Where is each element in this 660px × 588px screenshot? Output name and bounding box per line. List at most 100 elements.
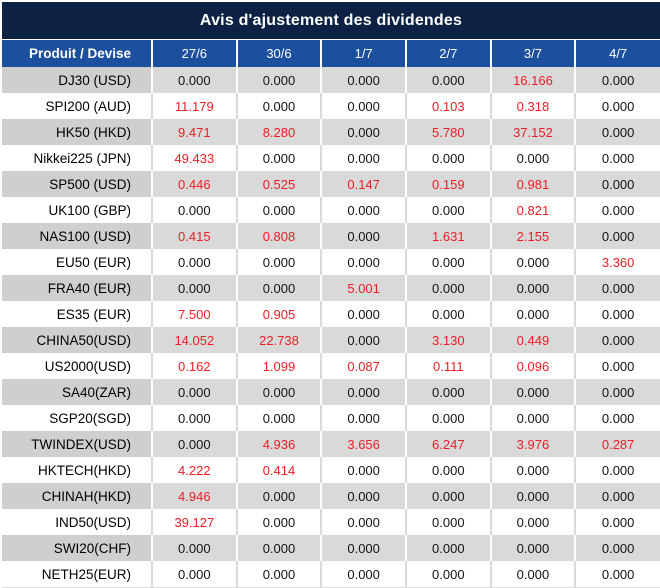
value-cell: 0.000	[321, 405, 407, 431]
value-cell: 0.000	[405, 145, 492, 171]
value-cell: 0.000	[575, 223, 660, 249]
value-cell: 0.096	[490, 353, 577, 379]
value-cell: 0.000	[490, 249, 577, 275]
value-cell: 0.103	[405, 93, 492, 119]
value-cell: 0.111	[405, 353, 492, 379]
value-cell: 0.000	[405, 457, 492, 483]
value-cell: 0.000	[321, 301, 407, 327]
value-cell: 0.000	[321, 535, 407, 561]
value-cell: 0.000	[490, 301, 577, 327]
value-cell: 0.000	[321, 483, 407, 509]
value-cell: 0.000	[405, 405, 492, 431]
value-cell: 37.152	[490, 119, 577, 145]
column-header-date: 3/7	[490, 40, 577, 67]
value-cell: 4.936	[236, 431, 323, 457]
value-cell: 0.000	[236, 509, 323, 535]
value-cell: 0.000	[575, 327, 660, 353]
value-cell: 0.000	[152, 431, 238, 457]
value-cell: 0.000	[575, 171, 660, 197]
value-cell: 0.159	[405, 171, 492, 197]
value-cell: 0.000	[321, 561, 407, 588]
value-cell: 0.000	[490, 457, 577, 483]
value-cell: 22.738	[236, 327, 323, 353]
table-row: SWI20(CHF) 0.000 0.000 0.000 0.000 0.000 0.000	[2, 535, 660, 561]
value-cell: 0.000	[405, 379, 492, 405]
table-row: UK100 (GBP) 0.000 0.000 0.000 0.000 0.821 0.00…	[2, 197, 660, 223]
product-cell: SWI20(CHF)	[2, 535, 153, 561]
table-row: SP500 (USD) 0.446 0.525 0.147 0.159 0.981 0.00…	[2, 171, 660, 197]
table-row: DJ30 (USD) 0.000 0.000 0.000 0.000 16.166 0.00…	[2, 67, 660, 93]
value-cell: 0.000	[575, 197, 660, 223]
value-cell: 1.631	[405, 223, 492, 249]
value-cell: 16.166	[490, 67, 577, 93]
product-cell: FRA40 (EUR)	[2, 275, 153, 301]
value-cell: 0.000	[152, 275, 238, 301]
table-row: NAS100 (USD) 0.415 0.808 0.000 1.631 2.155 0.0…	[2, 223, 660, 249]
page-title: Avis d'ajustement des dividendes	[2, 2, 660, 39]
table-row: US2000(USD) 0.162 1.099 0.087 0.111 0.096 0.00…	[2, 353, 660, 379]
value-cell: 2.155	[490, 223, 577, 249]
value-cell: 0.000	[405, 509, 492, 535]
value-cell: 0.000	[490, 509, 577, 535]
product-cell: SGP20(SGD)	[2, 405, 153, 431]
value-cell: 0.000	[236, 67, 323, 93]
table-row: SPI200 (AUD) 11.179 0.000 0.000 0.103 0.318 0.…	[2, 93, 660, 119]
product-cell: SPI200 (AUD)	[2, 93, 153, 119]
product-cell: NETH25(EUR)	[2, 561, 153, 588]
table-row: CHINAH(HKD) 4.946 0.000 0.000 0.000 0.000 0.00…	[2, 483, 660, 509]
value-cell: 0.905	[236, 301, 323, 327]
table-row: TWINDEX(USD) 0.000 4.936 3.656 6.247 3.976 0.2…	[2, 431, 660, 457]
value-cell: 0.000	[405, 249, 492, 275]
table-row: ES35 (EUR) 7.500 0.905 0.000 0.000 0.000 0.000	[2, 301, 660, 327]
value-cell: 0.000	[575, 275, 660, 301]
value-cell: 0.981	[490, 171, 577, 197]
value-cell: 6.247	[405, 431, 492, 457]
value-cell: 49.433	[152, 145, 238, 171]
value-cell: 0.000	[490, 405, 577, 431]
value-cell: 5.780	[405, 119, 492, 145]
value-cell: 0.318	[490, 93, 577, 119]
value-cell: 7.500	[152, 301, 238, 327]
value-cell: 3.130	[405, 327, 492, 353]
table-row: CHINA50(USD) 14.052 22.738 0.000 3.130 0.449 0…	[2, 327, 660, 353]
value-cell: 5.001	[321, 275, 407, 301]
value-cell: 0.000	[575, 509, 660, 535]
value-cell: 0.525	[236, 171, 323, 197]
value-cell: 0.287	[575, 431, 660, 457]
value-cell: 0.446	[152, 171, 238, 197]
value-cell: 0.000	[236, 561, 323, 588]
value-cell: 0.000	[321, 249, 407, 275]
value-cell: 0.000	[321, 67, 407, 93]
product-cell: SP500 (USD)	[2, 171, 153, 197]
product-cell: IND50(USD)	[2, 509, 153, 535]
value-cell: 0.000	[321, 93, 407, 119]
value-cell: 0.000	[321, 197, 407, 223]
value-cell: 0.000	[575, 67, 660, 93]
table-row: EU50 (EUR) 0.000 0.000 0.000 0.000 0.000 3.360	[2, 249, 660, 275]
value-cell: 4.946	[152, 483, 238, 509]
value-cell: 3.976	[490, 431, 577, 457]
value-cell: 0.000	[490, 535, 577, 561]
value-cell: 0.000	[405, 535, 492, 561]
value-cell: 0.808	[236, 223, 323, 249]
value-cell: 0.000	[152, 67, 238, 93]
column-header-date: 2/7	[405, 40, 492, 67]
value-cell: 0.000	[152, 197, 238, 223]
value-cell: 0.000	[575, 379, 660, 405]
column-header-date: 4/7	[575, 40, 660, 67]
table-row: NETH25(EUR) 0.000 0.000 0.000 0.000 0.000 0.00…	[2, 561, 660, 588]
value-cell: 0.000	[236, 145, 323, 171]
product-cell: ES35 (EUR)	[2, 301, 153, 327]
value-cell: 0.000	[575, 561, 660, 588]
value-cell: 0.000	[490, 379, 577, 405]
column-header-date: 1/7	[321, 40, 407, 67]
value-cell: 0.449	[490, 327, 577, 353]
value-cell: 0.415	[152, 223, 238, 249]
value-cell: 0.000	[405, 561, 492, 588]
value-cell: 39.127	[152, 509, 238, 535]
product-cell: HK50 (HKD)	[2, 119, 153, 145]
value-cell: 14.052	[152, 327, 238, 353]
value-cell: 3.360	[575, 249, 660, 275]
product-cell: TWINDEX(USD)	[2, 431, 153, 457]
